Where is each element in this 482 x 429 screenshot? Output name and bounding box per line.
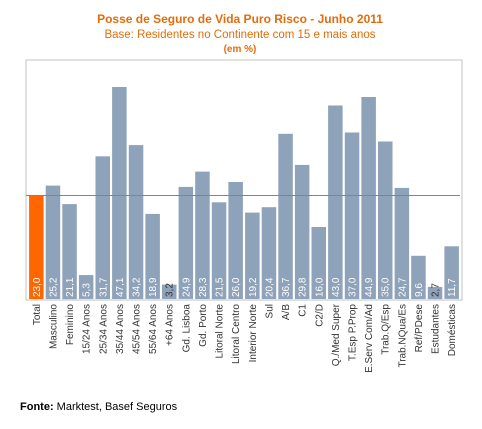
- value-label-15: 36,7: [281, 277, 292, 297]
- value-label-16: 29,8: [298, 277, 309, 297]
- category-label-6: 45/54 Anos: [132, 304, 143, 354]
- value-label-8: 3,2: [165, 283, 176, 297]
- category-label-2: Feminino: [65, 304, 76, 346]
- value-label-19: 37,0: [348, 277, 359, 297]
- source-prefix: Fonte:: [20, 401, 54, 413]
- category-label-24: Estudantes: [431, 304, 442, 354]
- bar-22: [394, 187, 410, 299]
- source-text: Marktest, Basef Seguros: [53, 401, 178, 413]
- category-label-8: +64 Anos: [165, 304, 176, 346]
- value-label-12: 26,0: [231, 277, 242, 297]
- bar-3: [78, 275, 94, 299]
- category-label-22: Trab.NQua/Es: [397, 304, 408, 368]
- category-label-17: C2/D: [314, 304, 325, 327]
- bar-14: [261, 207, 277, 299]
- bar-7: [145, 213, 160, 299]
- category-label-12: Litoral Centro: [231, 304, 242, 364]
- value-label-7: 18,9: [148, 277, 159, 297]
- value-label-22: 24,7: [397, 277, 408, 297]
- category-label-7: 55/64 Anos: [148, 304, 159, 354]
- source-note: Fonte: Marktest, Basef Seguros: [20, 401, 177, 413]
- value-label-20: 44,9: [364, 277, 375, 297]
- value-label-4: 31,7: [98, 277, 109, 297]
- bar-chart: Posse de Seguro de Vida Puro Risco - Jun…: [25, 12, 463, 373]
- bar-18: [328, 105, 343, 299]
- chart-unit: (em %): [224, 44, 257, 55]
- bar-1: [45, 185, 61, 299]
- bar-12: [228, 182, 243, 299]
- value-label-13: 19,2: [248, 277, 259, 297]
- value-label-2: 21,1: [65, 277, 76, 297]
- category-label-21: Trab.Q/Esp: [381, 304, 392, 355]
- bar-15: [278, 133, 293, 299]
- value-label-14: 20,4: [264, 277, 275, 297]
- bar-24: [427, 286, 443, 300]
- bar-17: [311, 227, 326, 299]
- category-label-3: 15/24 Anos: [82, 304, 93, 354]
- category-label-11: Litoral Norte: [215, 304, 226, 359]
- bar-4: [95, 156, 110, 299]
- bar-23: [411, 255, 426, 299]
- bar-9: [178, 186, 194, 299]
- bar-8: [162, 284, 177, 299]
- category-label-10: Gd. Porto: [198, 304, 209, 347]
- category-label-23: Ref/PDese: [414, 304, 425, 353]
- category-label-20: E.Serv Com/Ad: [364, 304, 375, 373]
- category-label-25: Domésticas: [447, 304, 458, 356]
- bar-5: [112, 87, 127, 299]
- value-label-5: 47,1: [115, 277, 126, 297]
- category-label-9: Gd. Lisboa: [181, 304, 192, 353]
- value-label-23: 9,6: [414, 283, 425, 297]
- bar-2: [62, 204, 77, 300]
- category-label-19: T.Esp P.Prop: [348, 304, 359, 362]
- bar-16: [294, 164, 310, 299]
- category-label-1: Masculino: [48, 304, 59, 349]
- value-label-3: 5,3: [82, 283, 93, 297]
- bar-0: [29, 195, 44, 299]
- value-label-10: 28,3: [198, 277, 209, 297]
- value-label-11: 21,5: [215, 277, 226, 297]
- category-label-0: Total: [32, 304, 43, 325]
- category-label-15: A/B: [281, 304, 292, 320]
- category-label-5: 35/44 Anos: [115, 304, 126, 354]
- category-label-4: 25/34 Anos: [98, 304, 109, 354]
- value-label-21: 35,0: [381, 277, 392, 297]
- bar-25: [444, 246, 459, 299]
- value-label-18: 43,0: [331, 277, 342, 297]
- bar-10: [195, 171, 210, 299]
- bar-19: [344, 132, 360, 299]
- value-label-0: 23,0: [32, 277, 43, 297]
- value-label-6: 34,2: [132, 277, 143, 297]
- bar-20: [361, 97, 376, 299]
- category-label-14: Sul: [264, 304, 275, 318]
- bar-13: [245, 212, 260, 299]
- bar-6: [128, 145, 144, 299]
- bar-21: [378, 141, 393, 299]
- plot-area: [25, 59, 463, 301]
- value-label-17: 16,0: [314, 277, 325, 297]
- chart-title: Posse de Seguro de Vida Puro Risco - Jun…: [97, 12, 383, 26]
- chart-subtitle: Base: Residentes no Continente com 15 e …: [104, 29, 375, 41]
- category-label-16: C1: [298, 304, 309, 317]
- value-label-1: 25,2: [48, 277, 59, 297]
- category-label-18: Q./Med Super: [331, 303, 342, 366]
- bar-11: [211, 202, 227, 300]
- value-label-25: 11,7: [447, 278, 458, 297]
- value-label-9: 24,9: [181, 277, 192, 297]
- category-label-13: Interior Norte: [248, 304, 259, 363]
- value-label-24: 2,7: [431, 283, 442, 297]
